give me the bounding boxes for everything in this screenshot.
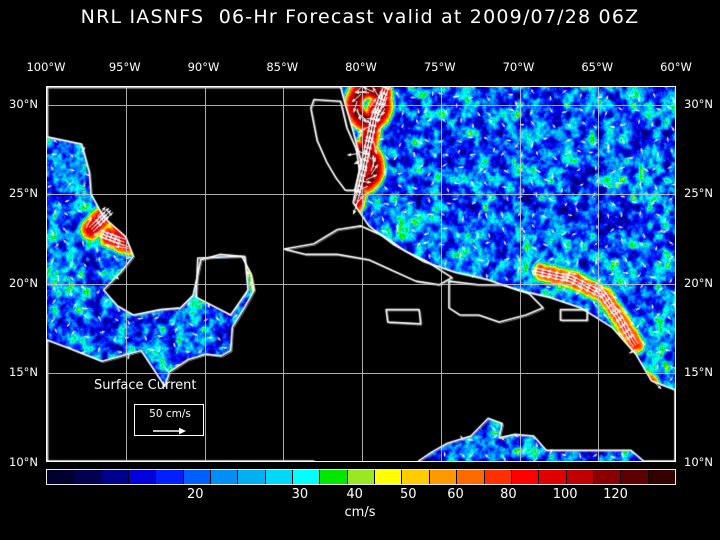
gridline-vertical: [362, 87, 363, 461]
gridline-vertical: [598, 87, 600, 461]
colorbar-segment: [265, 470, 294, 484]
colorbar-segment: [375, 470, 403, 484]
colorbar-segment: [402, 470, 430, 484]
gridline-vertical: [204, 87, 206, 461]
map-plot-area[interactable]: [46, 86, 676, 462]
gridline-vertical: [125, 87, 127, 461]
lat-tick-label: 30°N: [9, 96, 38, 111]
colorbar-segment: [74, 470, 102, 484]
gridline-horizontal: [47, 373, 675, 375]
lon-tick-label: 95°W: [108, 60, 141, 74]
colorbar-tick-label: 40: [346, 487, 363, 502]
colorbar-segment: [347, 470, 376, 484]
colorbar-tick-label: 20: [187, 487, 204, 502]
colorbar-tick-label: 50: [399, 487, 417, 502]
colorbar-tick-label: 80: [500, 487, 517, 502]
gridline-vertical: [283, 87, 285, 461]
colorbar-segment: [539, 470, 567, 484]
colorbar-tick-label: 120: [603, 487, 628, 502]
lon-tick-label: 90°W: [187, 60, 220, 74]
figure-title: NRL IASNFS 06-Hr Forecast valid at 2009/…: [80, 6, 640, 28]
surface-current-label: Surface Current: [94, 378, 197, 393]
colorbar-segment: [484, 470, 512, 484]
speed-colorbar: [46, 469, 676, 485]
colorbar-segment: [183, 470, 212, 484]
lat-tick-label: 15°N: [9, 365, 38, 380]
right-arrow-icon: [153, 427, 186, 435]
gridline-horizontal: [47, 194, 675, 196]
lat-tick-label: 15°N: [684, 365, 713, 380]
colorbar-unit-label: cm/s: [344, 505, 376, 520]
lat-tick-label: 25°N: [9, 186, 38, 201]
colorbar-tick-label: 60: [447, 487, 464, 502]
vector-scale-box: 50 cm/s: [134, 404, 204, 436]
colorbar-segment: [429, 470, 458, 484]
lat-tick-label: 20°N: [684, 275, 713, 290]
colorbar-segment: [238, 470, 266, 484]
colorbar-segment: [566, 470, 594, 484]
colorbar-segment: [47, 470, 75, 484]
lat-tick-label: 30°N: [684, 96, 713, 111]
colorbar-segment: [156, 470, 184, 484]
gridline-horizontal: [47, 283, 675, 285]
gridline-vertical: [519, 87, 521, 461]
lon-tick-label: 85°W: [266, 60, 299, 74]
colorbar-segment: [211, 470, 239, 484]
colorbar-segment: [101, 470, 130, 484]
lon-tick-label: 80°W: [345, 60, 377, 74]
lat-tick-label: 10°N: [9, 455, 38, 469]
lat-tick-label: 25°N: [684, 186, 713, 201]
colorbar-segment: [593, 470, 622, 484]
lat-tick-label: 10°N: [684, 455, 713, 469]
surface-current-speed-field: [47, 87, 675, 461]
lat-tick-label: 20°N: [9, 275, 38, 290]
colorbar-segment: [648, 470, 675, 484]
gridline-horizontal: [47, 104, 675, 106]
colorbar-segment: [511, 470, 540, 484]
lon-tick-label: 60°W: [660, 60, 692, 74]
lon-tick-label: 65°W: [581, 60, 614, 74]
colorbar-segment: [320, 470, 348, 484]
lon-tick-label: 100°W: [26, 60, 66, 74]
gridline-vertical: [440, 87, 442, 461]
colorbar-tick-label: 100: [552, 487, 578, 502]
colorbar-segment: [129, 470, 157, 484]
lon-tick-label: 70°W: [502, 60, 535, 74]
colorbar-tick-label: 30: [291, 487, 309, 502]
lon-tick-label: 75°W: [423, 60, 456, 74]
colorbar-segment: [621, 470, 649, 484]
colorbar-segment: [457, 470, 485, 484]
colorbar-segment: [293, 470, 321, 484]
vector-scale-value: 50 cm/s: [149, 408, 191, 420]
